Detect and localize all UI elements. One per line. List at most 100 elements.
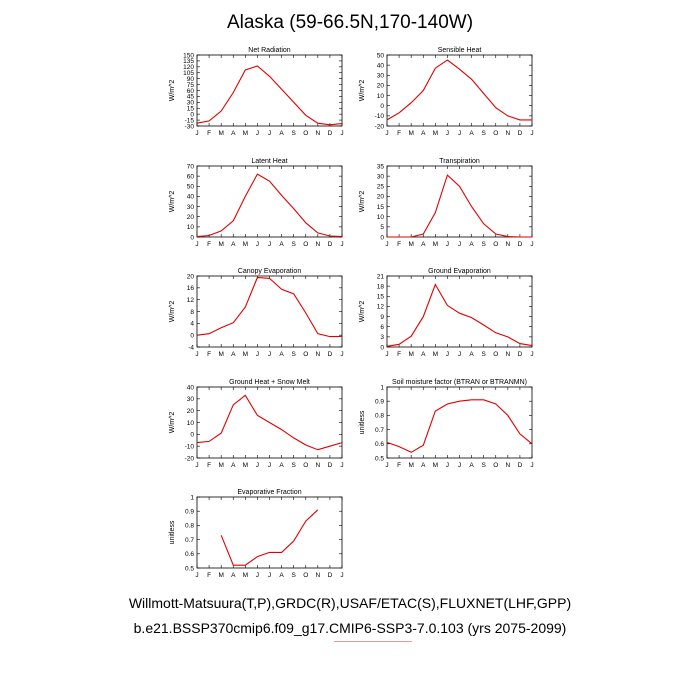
y-tick-label: 45	[187, 94, 195, 101]
x-tick-label: S	[481, 351, 486, 358]
x-tick-label: D	[328, 241, 333, 248]
y-axis-label: unitless	[359, 410, 366, 434]
plot-frame	[386, 165, 533, 238]
x-tick-label: J	[446, 130, 449, 137]
y-axis-label: W/m^2	[169, 191, 176, 213]
y-tick-label: 0	[380, 103, 384, 110]
x-tick-label: M	[433, 351, 438, 358]
x-tick-label: A	[231, 462, 236, 469]
x-tick-label: M	[408, 241, 413, 248]
x-tick-label: M	[243, 572, 248, 579]
x-tick-label: A	[469, 351, 474, 358]
x-tick-label: D	[518, 462, 523, 469]
series-line	[386, 59, 532, 121]
x-tick-label: J	[340, 241, 343, 248]
y-axis-label: W/m^2	[169, 301, 176, 323]
panel-title: Evaporative Fraction	[237, 489, 301, 496]
y-tick-label: 0.5	[375, 455, 384, 462]
y-tick-label: -30	[185, 123, 195, 130]
x-tick-label: M	[218, 241, 223, 248]
x-tick-label: A	[469, 130, 474, 137]
series-line	[196, 276, 343, 338]
x-tick-label: M	[433, 462, 438, 469]
x-tick-label: D	[518, 351, 523, 358]
x-tick-label: N	[505, 241, 510, 248]
panel-title: Latent Heat	[251, 158, 287, 165]
y-tick-label: 0.9	[185, 509, 194, 516]
x-tick-label: J	[340, 572, 343, 579]
y-tick-label: 5	[380, 224, 384, 231]
y-tick-label: -10	[185, 443, 195, 450]
x-tick-label: M	[243, 241, 248, 248]
case-name-caption: b.e21.BSSP370cmip6.f09_g17.CMIP6-SSP3-7.…	[133, 620, 567, 636]
y-tick-label: 0	[190, 234, 194, 241]
x-tick-label: A	[279, 351, 284, 358]
x-tick-label: O	[493, 462, 498, 469]
x-tick-label: F	[207, 130, 211, 137]
y-tick-label: -20	[375, 123, 385, 130]
x-tick-label: J	[530, 130, 533, 137]
x-tick-label: N	[505, 130, 510, 137]
x-tick-label: S	[481, 130, 486, 137]
y-tick-label: 0	[380, 344, 384, 351]
y-tick-label: 16	[187, 285, 195, 292]
plot-frame	[196, 54, 343, 127]
y-tick-label: 30	[187, 204, 195, 211]
x-tick-label: F	[397, 351, 401, 358]
y-tick-label: 15	[187, 106, 195, 113]
x-tick-label: N	[315, 572, 320, 579]
x-tick-label: M	[243, 462, 248, 469]
y-tick-label: 0.5	[185, 565, 194, 572]
y-tick-label: 35	[377, 163, 385, 170]
x-tick-label: D	[328, 130, 333, 137]
x-tick-label: F	[207, 572, 211, 579]
panel-title: Ground Heat + Snow Melt	[229, 379, 310, 386]
y-tick-label: 12	[187, 297, 195, 304]
x-tick-label: J	[458, 351, 461, 358]
y-tick-label: 0	[190, 432, 194, 439]
y-tick-label: 60	[187, 88, 195, 95]
y-tick-label: 40	[187, 384, 195, 391]
plot-frame	[386, 386, 533, 459]
x-tick-label: O	[493, 130, 498, 137]
y-tick-label: 21	[377, 273, 385, 280]
x-tick-label: A	[279, 241, 284, 248]
x-tick-label: D	[328, 572, 333, 579]
panel-title: Ground Evaporation	[428, 268, 491, 275]
x-tick-label: M	[408, 130, 413, 137]
x-tick-label: F	[397, 130, 401, 137]
y-tick-label: 10	[377, 214, 385, 221]
series-line	[386, 283, 533, 347]
x-tick-label: J	[268, 462, 271, 469]
x-tick-label: J	[268, 241, 271, 248]
y-tick-label: 20	[187, 408, 195, 415]
y-axis-label: W/m^2	[359, 80, 366, 102]
panel-title: Soil moisture factor (BTRAN or BTRANMN)	[392, 379, 527, 386]
x-tick-label: J	[446, 462, 449, 469]
x-tick-label: M	[218, 130, 223, 137]
y-tick-label: 10	[377, 93, 385, 100]
y-tick-label: 0	[380, 234, 384, 241]
x-tick-label: J	[256, 130, 259, 137]
y-tick-label: 60	[187, 173, 195, 180]
x-tick-label: J	[446, 351, 449, 358]
y-tick-label: 6	[380, 324, 384, 331]
series-line	[196, 65, 343, 126]
x-tick-label: J	[340, 462, 343, 469]
series-line	[196, 173, 343, 238]
x-tick-label: N	[315, 462, 320, 469]
x-tick-label: A	[469, 462, 474, 469]
x-tick-label: J	[195, 351, 198, 358]
y-tick-label: 8	[190, 309, 194, 316]
x-tick-label: J	[256, 351, 259, 358]
x-tick-label: M	[433, 130, 438, 137]
x-tick-label: M	[408, 351, 413, 358]
y-tick-label: 0.9	[375, 399, 384, 406]
x-tick-label: A	[231, 241, 236, 248]
x-tick-label: J	[530, 241, 533, 248]
y-tick-label: 135	[183, 58, 194, 65]
x-tick-label: M	[218, 462, 223, 469]
